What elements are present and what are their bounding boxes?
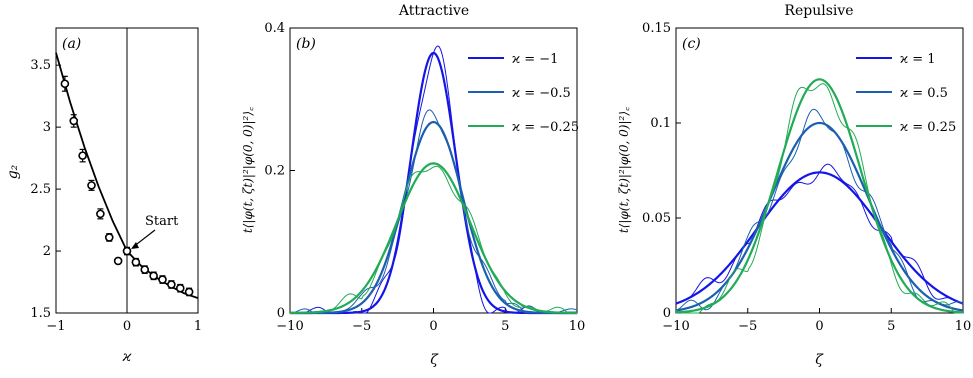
panel-a-data-point (167, 280, 176, 289)
panel-a-data-point (140, 265, 150, 274)
panel-b: Attractive (b) ζ t⟨|φ(t, ζt)|²|φ(0, 0)|²… (241, 3, 585, 368)
panel-a-data-point (69, 116, 79, 126)
panel-a-xtick-label: −1 (46, 319, 65, 334)
panel-a-data-point (158, 275, 167, 284)
panel-a-xticks: −1 0 1 (46, 308, 202, 334)
panel-c-ytick-label: 0.15 (642, 21, 671, 36)
panel-c-series-noisy-1 (675, 108, 964, 311)
panel-b-ytick-label: 0 (277, 306, 285, 321)
panel-a-ytick-label: 2 (43, 244, 51, 259)
panel-b-xtick-label: 5 (501, 319, 509, 334)
panel-c-xticks: −10 −5 0 5 10 (662, 308, 971, 334)
panel-a-label: (a) (62, 36, 81, 52)
panel-c-frame (675, 27, 964, 314)
panel-b-series-noisy-2 (289, 165, 577, 314)
panel-a-data-point (175, 283, 185, 293)
panel-c-ylabel: t⟨|φ(t, ζt)|²|φ(0, 0)|²⟩꜀ (617, 106, 631, 233)
panel-a-data-point (87, 181, 96, 190)
panel-b-plot (289, 45, 578, 315)
panel-b-label: (b) (296, 36, 316, 52)
panel-a-ytick-label: 3 (43, 120, 51, 135)
panel-c-legend-label-0: ϰ = 1 (900, 52, 936, 67)
panel-a: (a) ϰ g₂ −1 0 1 1.5 2 2.5 3 3.5 Start (5, 27, 202, 365)
panel-a-annotation-arrowhead (131, 242, 139, 250)
panel-b-series-smooth-1 (290, 120, 577, 315)
panel-c-series-smooth-1 (675, 121, 964, 312)
panel-b-xtick-label: 0 (429, 319, 437, 334)
panel-a-ytick-label: 2.5 (30, 182, 51, 197)
panel-a-xtick-label: 1 (194, 319, 202, 334)
panel-a-ytick-label: 3.5 (30, 58, 51, 73)
panel-a-data-point (78, 151, 87, 160)
panel-a-plot (55, 28, 199, 313)
panel-c-legend-label-1: ϰ = 0.5 (900, 86, 948, 101)
panel-a-data-point (122, 246, 132, 256)
panel-a-data-point (184, 287, 194, 297)
panel-b-ylabel: t⟨|φ(t, ζt)|²|φ(0, 0)|²⟩꜀ (241, 106, 255, 233)
panel-b-xtick-label: −10 (276, 319, 303, 334)
panel-c-plot (675, 78, 964, 314)
panel-b-title: Attractive (398, 3, 469, 19)
panel-c-yticks: 0 0.05 0.1 0.15 (642, 21, 681, 321)
panel-b-series-smooth-2 (289, 162, 578, 315)
panel-c-xtick-label: −10 (662, 319, 689, 334)
panel-b-legend: ϰ = −1 ϰ = −0.5 ϰ = −0.25 (468, 52, 579, 135)
panel-c-series-smooth-2 (675, 78, 964, 314)
panel-c-legend-label-2: ϰ = 0.25 (900, 120, 956, 135)
panel-a-data-point (149, 271, 158, 281)
panel-a-data-point (131, 257, 141, 267)
panel-a-ylabel: g₂ (5, 164, 21, 179)
panel-b-xtick-label: 10 (569, 319, 586, 334)
panel-b-xticks: −10 −5 0 5 10 (276, 308, 585, 334)
panel-a-xlabel: ϰ (122, 349, 132, 365)
panel-a-ytick-label: 1.5 (30, 306, 51, 321)
panel-a-data-point (104, 233, 114, 242)
panel-a-xtick-label: 0 (123, 319, 131, 334)
panel-c-series-noisy-0 (675, 163, 964, 305)
panel-c-xlabel: ζ (815, 352, 824, 368)
panel-b-ytick-label: 0.2 (264, 164, 285, 179)
panel-b-legend-label-2: ϰ = −0.25 (512, 120, 579, 135)
panel-c-legend: ϰ = 1 ϰ = 0.5 ϰ = 0.25 (856, 52, 956, 135)
panel-a-data-point (96, 209, 105, 219)
panel-c-xtick-label: −5 (738, 319, 757, 334)
panel-c-label: (c) (682, 36, 701, 52)
panel-b-legend-label-1: ϰ = −0.5 (512, 86, 571, 101)
panel-b-xtick-label: −5 (352, 319, 371, 334)
panel-b-ytick-label: 0.4 (264, 21, 285, 36)
panel-a-yticks: 1.5 2 2.5 3 3.5 (30, 58, 61, 321)
panel-b-yticks: 0 0.2 0.4 (264, 21, 295, 321)
panel-c-ytick-label: 0.1 (650, 116, 671, 131)
panel-a-annotation: Start (145, 214, 179, 229)
panel-c-title: Repulsive (784, 3, 853, 19)
panel-a-data-point (60, 79, 70, 89)
panel-c-xtick-label: 5 (887, 319, 895, 334)
panel-b-legend-label-0: ϰ = −1 (512, 52, 558, 67)
panel-b-frame (289, 27, 578, 314)
panel-c: Repulsive (c) ζ t⟨|φ(t, ζt)|²|φ(0, 0)|²⟩… (617, 3, 971, 368)
panel-c-ytick-label: 0 (663, 306, 671, 321)
panel-c-xtick-label: 10 (955, 319, 972, 334)
panel-c-ytick-label: 0.05 (642, 211, 671, 226)
panel-a-data-point (113, 256, 123, 266)
panel-b-series-noisy-1 (290, 109, 578, 314)
panel-c-series-smooth-0 (675, 171, 964, 305)
panel-c-xtick-label: 0 (815, 319, 823, 334)
panel-c-series-noisy-2 (675, 83, 963, 314)
panel-b-xlabel: ζ (430, 352, 439, 368)
